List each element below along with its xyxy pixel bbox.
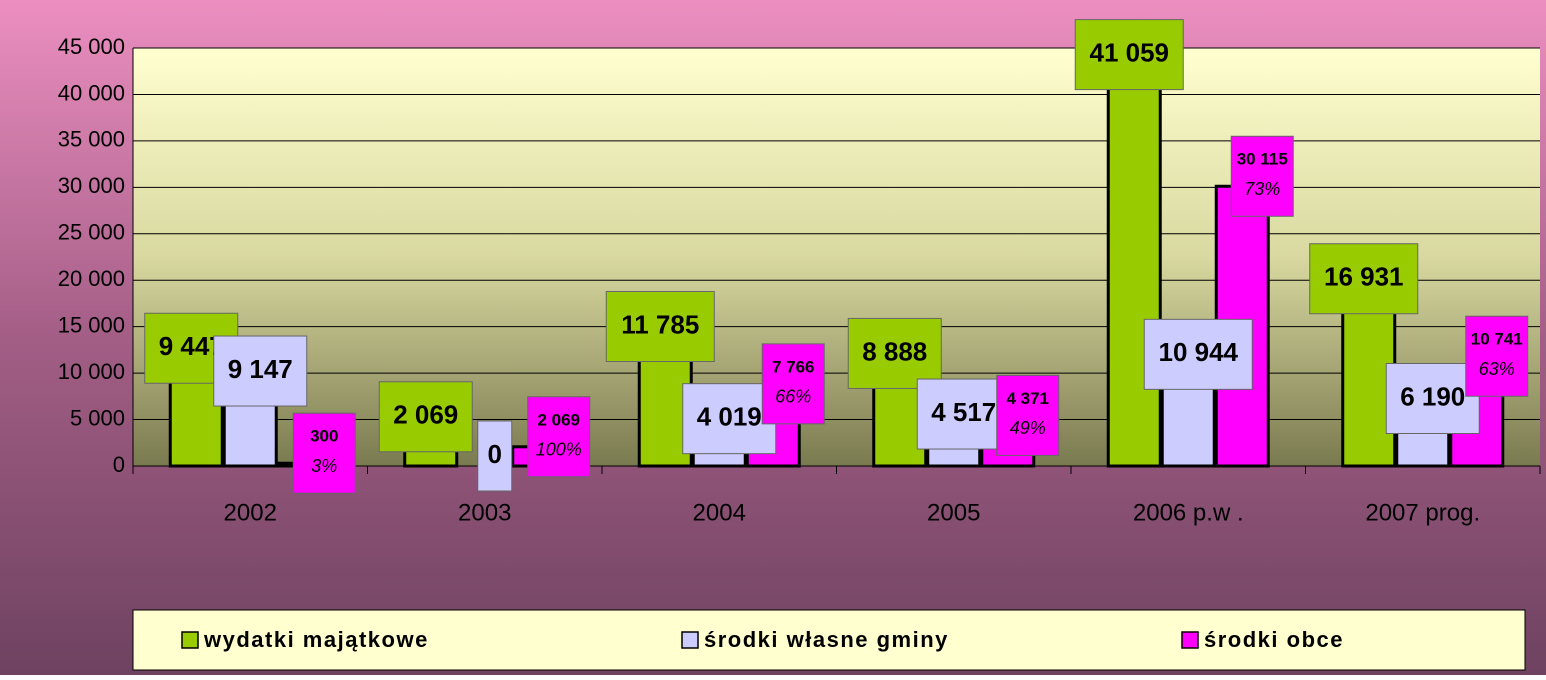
- legend: [132, 609, 1526, 671]
- x-tick-label: 2005: [927, 499, 980, 526]
- legend-label: środki własne gminy: [704, 627, 949, 652]
- x-tick-label: 2002: [224, 499, 277, 526]
- x-tick-label: 2007 prog.: [1365, 499, 1480, 526]
- value-label: 300: [310, 427, 338, 446]
- value-label: 2 069: [393, 400, 458, 430]
- value-label-box: [1309, 243, 1419, 315]
- legend-label: wydatki majątkowe: [203, 627, 429, 652]
- legend-swatch: [1181, 631, 1199, 649]
- value-label: 10 944: [1158, 337, 1238, 367]
- value-label-box: [213, 335, 308, 407]
- y-tick-label: 30 000: [58, 173, 125, 198]
- value-label-box: [761, 343, 825, 425]
- value-label: 10 741: [1471, 330, 1523, 349]
- x-tick-label: 2004: [693, 499, 746, 526]
- share-label: 49%: [1010, 418, 1046, 438]
- value-label-box: [292, 412, 356, 494]
- bar: [1106, 83, 1162, 468]
- value-label: 2 069: [537, 410, 580, 429]
- y-tick-label: 40 000: [58, 80, 125, 105]
- value-label-box: [847, 317, 942, 389]
- value-label-box: [378, 381, 473, 453]
- value-label: 0: [488, 439, 502, 469]
- value-label: 6 190: [1400, 381, 1465, 411]
- legend-label: środki obce: [1204, 627, 1344, 652]
- value-label-box: [682, 383, 777, 455]
- legend-swatch: [181, 631, 199, 649]
- value-label: 7 766: [772, 357, 815, 376]
- value-label-box: [996, 374, 1060, 456]
- value-label: 11 785: [621, 309, 699, 339]
- y-tick-label: 25 000: [58, 220, 125, 245]
- value-label-box: [1074, 19, 1184, 91]
- value-label: 16 931: [1324, 262, 1404, 292]
- value-label-box: [527, 396, 591, 478]
- y-tick-label: 20 000: [58, 266, 125, 291]
- plot-area: [133, 48, 1540, 466]
- value-label: 4 371: [1006, 389, 1049, 408]
- x-tick-label: 2006 p.w .: [1133, 499, 1244, 526]
- value-label: 4 019: [697, 402, 762, 432]
- value-label-box: [1230, 135, 1294, 217]
- value-label: 8 888: [862, 336, 927, 366]
- legend-swatch: [681, 631, 699, 649]
- value-label: 30 115: [1237, 150, 1288, 169]
- y-tick-label: 5 000: [70, 405, 125, 430]
- value-label: 9 447: [159, 331, 224, 361]
- x-tick-label: 2003: [458, 499, 511, 526]
- value-label-box: [477, 420, 513, 492]
- value-label: 4 517: [931, 397, 996, 427]
- y-tick-label: 10 000: [58, 359, 125, 384]
- share-label: 100%: [536, 440, 582, 460]
- y-tick-label: 45 000: [58, 34, 125, 59]
- value-label-box: [1385, 363, 1480, 435]
- y-tick-label: 35 000: [58, 127, 125, 152]
- value-label: 9 147: [228, 354, 293, 384]
- value-label-box: [1465, 315, 1529, 397]
- value-label: 41 059: [1089, 37, 1169, 67]
- y-tick-label: 15 000: [58, 312, 125, 337]
- share-label: 3%: [311, 456, 337, 476]
- share-label: 73%: [1244, 179, 1280, 199]
- share-label: 63%: [1479, 359, 1515, 379]
- value-label-box: [1143, 318, 1253, 390]
- value-label-box: [605, 291, 715, 363]
- y-tick-label: 0: [113, 452, 125, 477]
- share-label: 66%: [775, 387, 811, 407]
